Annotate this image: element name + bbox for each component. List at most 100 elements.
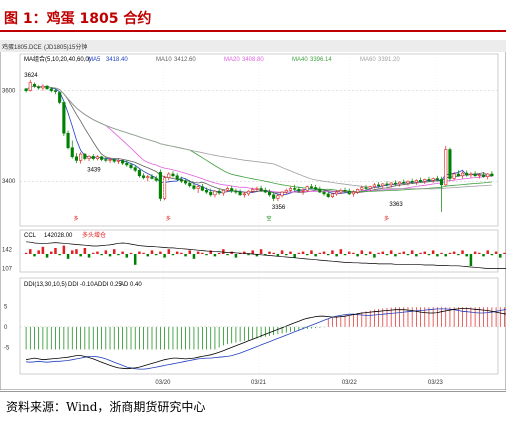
candle-down (154, 178, 158, 181)
ma-legend-name: MA10 (156, 57, 172, 63)
ccl-bar-up (503, 252, 506, 254)
candle-down (481, 174, 486, 178)
ccl-bar-down (276, 254, 280, 257)
candle-up (288, 188, 293, 191)
candle-up (398, 181, 402, 185)
ccl-bar-up (310, 250, 313, 254)
price-annotation: 3439 (87, 168, 101, 174)
ccl-bar-up (50, 251, 53, 254)
ma-legend-value: 3396.14 (310, 57, 332, 63)
candle-up (406, 180, 410, 184)
ccl-bar-down (465, 254, 468, 257)
candle-up (116, 160, 120, 162)
candle-up (221, 189, 225, 194)
ccl-extra-label: 多头增仓 (82, 231, 106, 239)
signal-marker: 多 (384, 215, 389, 222)
ccl-bar-up (259, 249, 263, 254)
candle-down (32, 84, 37, 87)
ccl-bar-down (163, 254, 166, 258)
candle-up (95, 156, 99, 159)
candles (24, 79, 494, 213)
date-tick-label: 03/21 (251, 380, 267, 386)
ccl-bar-up (410, 250, 414, 254)
candle-up (389, 182, 393, 186)
ccl-bar-down (79, 254, 82, 257)
ccl-bar-up (129, 252, 133, 254)
signal-markers: 多多空多空 (73, 215, 389, 222)
candle-down (70, 147, 74, 158)
ccl-bar-up (112, 249, 116, 254)
ccl-bar-up (138, 251, 141, 254)
ma-legend-name: MA40 (292, 57, 308, 63)
ccl-bar-up (347, 251, 351, 254)
candle-down (184, 180, 188, 184)
ccl-bar-up (150, 250, 154, 254)
ccl-panel: CCL 142028.00 多头增仓 142 107 (2, 229, 506, 272)
candle-down (150, 176, 154, 179)
candle-up (79, 153, 83, 161)
contract-name: 鸡蛋1805.DCE (2, 43, 42, 51)
ma-legend-name: MA20 (224, 57, 240, 63)
signal-marker: 多 (73, 215, 78, 222)
ccl-bar-down (264, 254, 267, 256)
ccl-bar-down (457, 254, 460, 256)
candle-up (242, 193, 246, 196)
candle-down (158, 171, 162, 199)
candle-down (490, 173, 494, 177)
price-annotation: 3624 (24, 73, 38, 79)
candle-up (423, 179, 427, 182)
candle-up (469, 173, 473, 176)
ddi-bars (25, 307, 505, 350)
source-note: 资料来源：Wind，浙商期货研究中心 (6, 400, 206, 414)
ma-combo-label: MA组合(5,10,20,40,60,0) (24, 55, 91, 63)
contract-period: (JD1805)15分钟 (44, 43, 87, 51)
ddi-lines (20, 307, 506, 370)
candle-down (267, 191, 272, 196)
candle-down (133, 167, 137, 171)
ma-line-ma10 (25, 85, 492, 194)
ccl-bar-down (406, 254, 410, 256)
source-divider (0, 391, 506, 392)
kline-chart: 鸡蛋1805.DCE (JD1805)15分钟 MA组合(5,10,20,40,… (0, 40, 506, 390)
date-axis: 03/20 03/21 03/22 03/23 (155, 54, 444, 386)
ccl-bars (24, 245, 506, 266)
ccl-bar-down (226, 254, 229, 256)
main-price-panel: MA组合(5,10,20,40,60,0) MA5 3418.40 MA10 3412… (2, 53, 499, 227)
date-tick-label: 03/23 (428, 380, 444, 386)
candle-down (125, 162, 129, 166)
candle-up (381, 183, 385, 187)
candle-down (104, 159, 108, 161)
ccl-bar-up (339, 249, 343, 254)
candle-down (297, 189, 301, 192)
ad-value: AD 0.40 (120, 282, 142, 288)
ccl-bar-down (45, 254, 49, 258)
ccl-bar-up (402, 251, 406, 254)
candle-down (24, 88, 28, 91)
ccl-bar-down (335, 254, 338, 257)
candle-up (146, 176, 150, 178)
ccl-bar-up (486, 250, 489, 254)
ccl-bar-up (318, 252, 322, 254)
candle-up (255, 188, 259, 190)
candle-up (28, 82, 32, 91)
ccl-bar-down (234, 254, 238, 258)
candle-up (213, 190, 217, 196)
candle-up (335, 191, 339, 195)
ccl-bar-down (146, 254, 150, 257)
signal-marker: 多 (166, 215, 171, 222)
candle-down (74, 156, 79, 161)
ccl-bar-down (444, 254, 447, 257)
candle-down (129, 164, 133, 168)
candle-down (343, 189, 347, 192)
candle-up (41, 85, 45, 89)
ccl-bar-down (33, 254, 36, 257)
candle-up (368, 186, 372, 189)
candle-down (121, 160, 125, 164)
candle-up (87, 156, 91, 159)
candle-up (431, 178, 435, 181)
ccl-bar-down (255, 254, 259, 257)
ccl-bar-down (117, 254, 120, 256)
candle-up (460, 172, 465, 177)
price-annotation: 3363 (389, 202, 403, 208)
candle-down (204, 189, 209, 193)
